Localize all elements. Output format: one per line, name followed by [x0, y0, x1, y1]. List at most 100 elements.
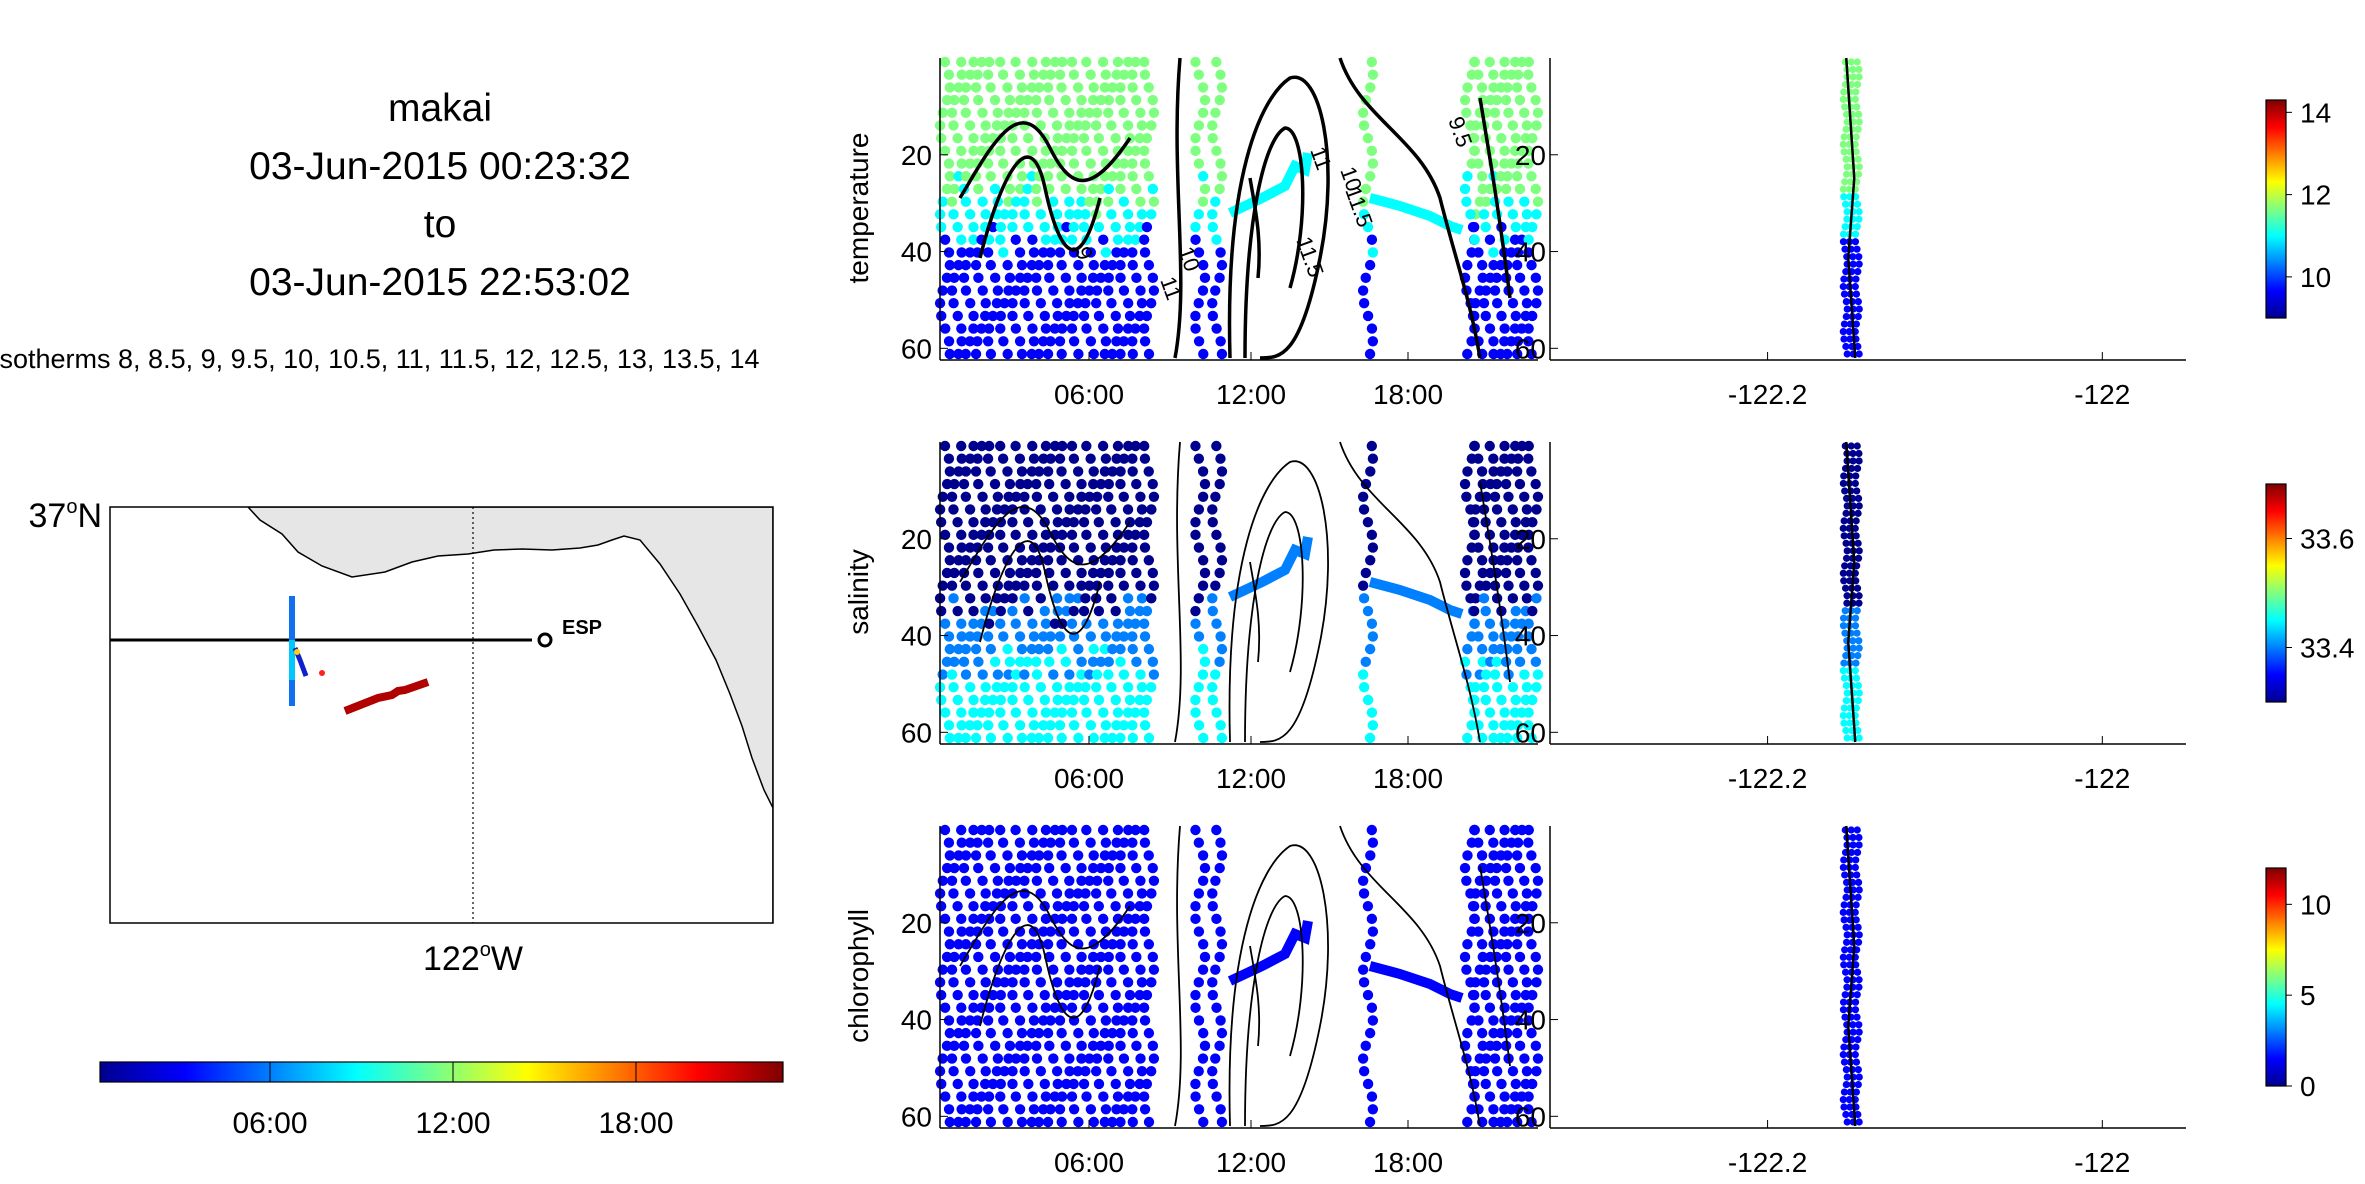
profile-point — [968, 1002, 979, 1013]
to-label: to — [423, 203, 457, 246]
profile-point — [1072, 209, 1084, 220]
profile-point — [1040, 1002, 1052, 1013]
profile-point — [1366, 824, 1378, 836]
profile-point — [1199, 478, 1211, 490]
profile-point — [1028, 542, 1040, 553]
profile-point — [1207, 310, 1219, 322]
profile-point — [1081, 1091, 1092, 1102]
profile-point — [1468, 516, 1480, 528]
contour-line — [1173, 57, 1183, 359]
profile-point — [1507, 504, 1518, 515]
profile-point — [1519, 580, 1530, 591]
profile-point — [953, 1116, 964, 1128]
profile-point — [1362, 989, 1374, 1001]
profile-point — [1103, 656, 1114, 668]
profile-point — [1499, 1091, 1510, 1102]
profile-point — [1854, 554, 1863, 562]
temperature-track-afternoon — [1368, 193, 1464, 235]
profile-point — [1131, 272, 1142, 284]
profile-point — [1010, 707, 1022, 718]
profile-point — [1842, 878, 1851, 887]
profile-point — [1532, 875, 1544, 886]
profile-point — [1854, 297, 1862, 306]
profile-point — [1099, 1027, 1111, 1039]
profile-point — [1010, 491, 1022, 502]
profile-point — [1476, 259, 1488, 271]
profile-point — [1064, 580, 1075, 591]
temperature-lon-profile — [1839, 57, 1863, 359]
profile-point — [1469, 1002, 1480, 1013]
profile-point — [1488, 1116, 1499, 1128]
profile-point — [1532, 196, 1544, 207]
profile-point — [1358, 888, 1370, 899]
vehicle-name: makai — [387, 87, 493, 130]
profile-point — [1511, 259, 1523, 271]
chlorophyll-ylabel: chlorophyll — [843, 909, 874, 1043]
profile-point — [1147, 567, 1159, 579]
profile-point — [1099, 555, 1111, 566]
profile-point — [1110, 132, 1121, 144]
profile-point — [1843, 1118, 1851, 1126]
profile-point — [937, 875, 948, 886]
ytick-label: 60 — [1515, 717, 1546, 748]
profile-point — [1033, 643, 1045, 655]
profile-point — [1207, 120, 1218, 131]
profile-point — [1039, 605, 1050, 617]
profile-point — [1127, 1116, 1138, 1128]
profile-point — [1207, 1078, 1219, 1090]
profile-point — [1480, 900, 1491, 912]
profile-point — [1073, 643, 1084, 655]
profile-point — [1500, 478, 1512, 490]
profile-point — [956, 913, 967, 925]
profile-point — [1469, 989, 1480, 1001]
profile-point — [1134, 694, 1145, 706]
profile-point — [941, 183, 953, 195]
profile-point — [1499, 707, 1510, 718]
profile-point — [1484, 440, 1495, 452]
profile-point — [1064, 682, 1075, 693]
profile-point — [1111, 631, 1122, 642]
profile-point — [968, 989, 979, 1001]
profile-point — [1207, 516, 1218, 528]
profile-point — [1131, 1040, 1142, 1052]
profile-point — [1854, 494, 1863, 503]
profile-point — [1148, 491, 1160, 502]
profile-point — [944, 1027, 956, 1039]
profile-point — [1064, 285, 1075, 296]
profile-point — [965, 298, 976, 309]
profile-point — [1103, 580, 1114, 591]
profile-point — [1531, 1066, 1542, 1077]
profile-point — [1131, 183, 1142, 195]
profile-point — [939, 56, 951, 68]
temperature-colorbar — [2265, 99, 2287, 319]
profile-point — [956, 323, 967, 334]
profile-point — [1068, 605, 1079, 617]
profile-point — [1127, 466, 1138, 477]
profile-point — [1477, 272, 1488, 284]
profile-point — [964, 837, 976, 848]
profile-point — [968, 694, 979, 706]
profile-point — [1099, 732, 1110, 744]
profile-point — [1103, 285, 1114, 296]
profile-point — [1049, 1002, 1061, 1013]
profile-point — [972, 453, 983, 464]
profile-point — [937, 491, 948, 502]
profile-point — [1084, 875, 1095, 886]
profile-point — [946, 491, 958, 502]
profile-point — [1469, 440, 1480, 452]
profile-point — [941, 862, 953, 874]
profile-point — [1190, 605, 1201, 617]
profile-point — [982, 542, 994, 553]
profile-point — [1019, 1053, 1030, 1064]
profile-point — [1130, 56, 1141, 68]
profile-point — [1118, 285, 1130, 296]
profile-point — [956, 720, 967, 731]
profile-point — [1207, 605, 1218, 617]
profile-point — [976, 529, 987, 541]
profile-point — [935, 900, 947, 912]
profile-point — [1131, 478, 1142, 490]
profile-point — [1138, 824, 1150, 836]
profile-point — [998, 1104, 1009, 1115]
profile-point — [1081, 56, 1092, 68]
